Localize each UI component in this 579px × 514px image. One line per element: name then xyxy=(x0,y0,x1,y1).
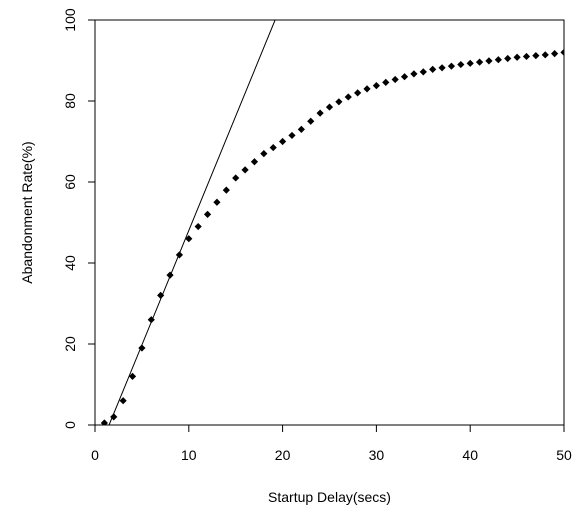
data-point xyxy=(354,89,362,97)
data-point xyxy=(391,75,399,84)
y-tick-label: 20 xyxy=(62,336,78,352)
y-tick-label: 40 xyxy=(62,255,78,271)
data-point xyxy=(250,158,259,166)
x-tick-label: 30 xyxy=(369,447,385,463)
data-point xyxy=(429,65,437,74)
data-point xyxy=(532,52,540,60)
data-point xyxy=(513,53,521,61)
x-tick-label: 10 xyxy=(181,447,197,463)
data-point xyxy=(157,291,165,299)
y-tick-label: 60 xyxy=(62,174,78,190)
data-point xyxy=(382,78,390,86)
data-point xyxy=(138,344,146,352)
data-point xyxy=(541,51,549,59)
data-point xyxy=(475,58,484,66)
data-point xyxy=(260,150,268,158)
data-point xyxy=(494,56,502,64)
data-point xyxy=(438,64,446,72)
data-point xyxy=(316,109,324,117)
y-tick-label: 0 xyxy=(62,421,78,429)
data-point xyxy=(232,174,240,182)
reference-line xyxy=(108,20,276,425)
data-point xyxy=(194,222,202,231)
data-point xyxy=(307,117,315,125)
data-point xyxy=(100,419,108,425)
data-point xyxy=(560,48,564,56)
data-point xyxy=(457,60,465,69)
data-point xyxy=(213,198,221,206)
data-point xyxy=(222,186,230,194)
data-point xyxy=(288,131,296,140)
data-point xyxy=(203,210,212,218)
data-point xyxy=(485,57,493,65)
y-axis-label: Abandonment Rate(%) xyxy=(19,141,35,283)
data-point xyxy=(325,103,334,111)
data-point xyxy=(279,137,287,146)
x-tick-label: 40 xyxy=(462,447,478,463)
data-point xyxy=(185,235,193,243)
data-marks xyxy=(100,20,564,425)
x-tick-label: 0 xyxy=(91,447,99,463)
y-tick-label: 100 xyxy=(62,8,78,32)
data-point xyxy=(175,251,184,259)
x-tick-label: 50 xyxy=(556,447,572,463)
data-point xyxy=(400,73,409,81)
data-point xyxy=(504,54,512,63)
data-point xyxy=(344,93,352,101)
data-point xyxy=(241,166,249,174)
data-point xyxy=(269,143,277,152)
x-axis: 0 10 20 30 40 50 xyxy=(91,425,572,463)
x-axis-label: Startup Delay(secs) xyxy=(268,489,391,505)
data-point xyxy=(466,59,474,67)
data-point xyxy=(410,70,418,78)
x-tick-label: 20 xyxy=(275,447,291,463)
data-point xyxy=(363,85,371,93)
plot-frame xyxy=(94,19,565,426)
data-point xyxy=(372,82,380,90)
data-point xyxy=(128,372,137,380)
data-point xyxy=(447,62,456,70)
data-point xyxy=(119,397,127,405)
data-point xyxy=(335,98,343,106)
data-point xyxy=(522,52,531,61)
data-point xyxy=(110,413,118,421)
data-point xyxy=(147,316,155,324)
y-axis: 0 20 40 60 80 100 xyxy=(62,8,95,429)
data-point xyxy=(551,50,559,58)
data-point xyxy=(297,125,305,133)
data-point xyxy=(419,68,427,76)
y-tick-label: 80 xyxy=(62,93,78,109)
